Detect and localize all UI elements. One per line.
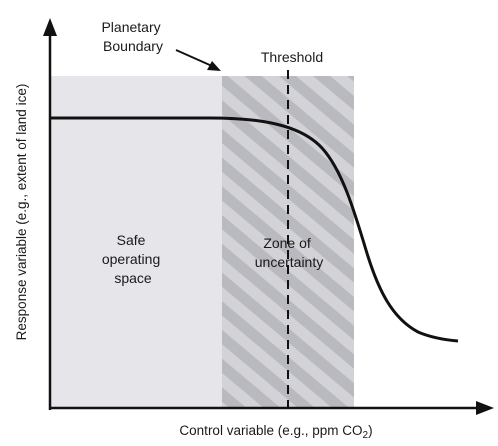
planetary-boundary-arrow xyxy=(175,49,213,67)
response-curve xyxy=(50,116,459,343)
zone-of-uncertainty-label: Zone of uncertainty xyxy=(255,235,323,270)
threshold-label: Threshold xyxy=(261,49,323,65)
y-axis-arrowhead xyxy=(43,18,57,36)
x-axis-label: Control variable (e.g., ppm CO2) xyxy=(179,423,372,441)
planetary-boundary-label: Planetary Boundary xyxy=(101,19,164,54)
planetary-boundary-arrowhead xyxy=(207,61,221,71)
safe-operating-space-region xyxy=(50,76,222,408)
x-axis-arrowhead xyxy=(476,401,494,415)
y-axis-label: Response variable (e.g., extent of land … xyxy=(14,84,29,341)
safe-operating-space-label: Safe operating space xyxy=(102,232,164,286)
